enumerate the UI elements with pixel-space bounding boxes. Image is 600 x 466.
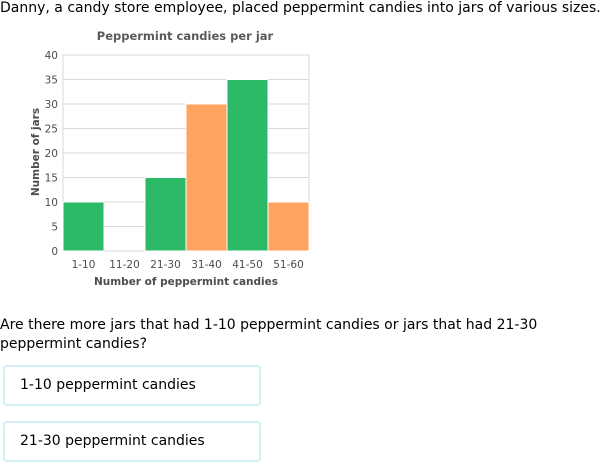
- x-tick-label-51-60: 51-60: [273, 259, 304, 271]
- chart-title: Peppermint candies per jar: [97, 29, 274, 43]
- x-tick-label-31-40: 31-40: [191, 259, 222, 271]
- answer-choice-21-30[interactable]: 21-30 peppermint candies: [3, 421, 261, 462]
- x-tick-label-21-30: 21-30: [150, 259, 181, 271]
- y-tick-label: 20: [45, 148, 58, 160]
- x-tick-label-11-20: 11-20: [109, 259, 140, 271]
- y-axis-label: Number of jars: [30, 108, 42, 196]
- bar-41-50: [226, 79, 269, 252]
- question-text: Are there more jars that had 1-10 pepper…: [0, 317, 538, 352]
- x-axis-label: Number of peppermint candies: [94, 276, 278, 288]
- x-tick-labels: 1-10 11-20 21-30 31-40 41-50 51-60: [72, 259, 304, 271]
- y-tick-label: 15: [45, 173, 58, 185]
- y-tick-label: 5: [51, 222, 58, 234]
- y-tick-label: 0: [51, 246, 58, 258]
- intro-text: Danny, a candy store employee, placed pe…: [0, 0, 600, 16]
- bar-31-40: [185, 103, 228, 252]
- x-tick-label-1-10: 1-10: [72, 259, 96, 271]
- y-tick-label: 30: [45, 99, 58, 111]
- y-tick-label: 35: [45, 75, 58, 87]
- bars: [62, 79, 310, 252]
- y-tick-labels: 0 5 10 15 20 25 30 35 40: [45, 50, 58, 258]
- bar-1-10: [62, 201, 105, 252]
- y-tick-label: 25: [45, 124, 58, 136]
- bar-21-30: [144, 177, 187, 252]
- y-tick-label: 40: [45, 50, 58, 62]
- y-tick-label: 10: [45, 197, 58, 209]
- answer-choice-1-10[interactable]: 1-10 peppermint candies: [3, 365, 261, 406]
- x-tick-label-41-50: 41-50: [232, 259, 263, 271]
- histogram-chart: Peppermint candies per jar 0 5 10 15 20 25 30 3…: [30, 29, 310, 288]
- bar-51-60: [267, 201, 310, 252]
